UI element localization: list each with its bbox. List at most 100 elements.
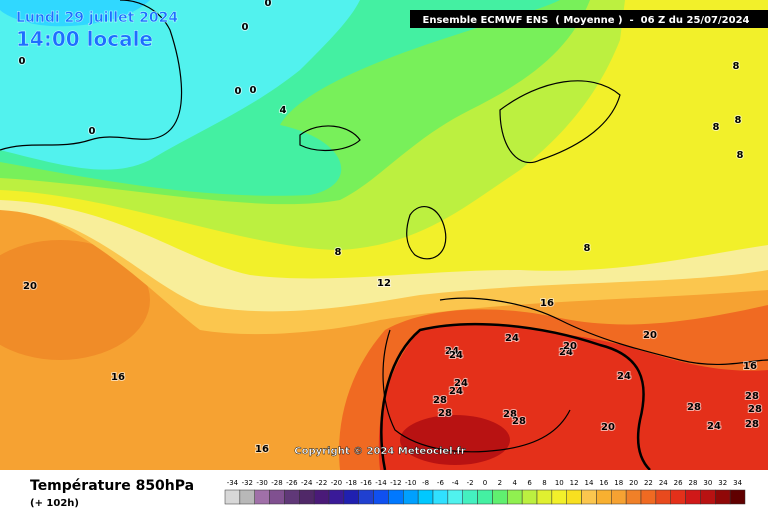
scale-label: -6 — [437, 479, 445, 487]
scale-swatch — [655, 489, 671, 505]
scale-swatch — [715, 489, 731, 505]
contour-label: 24 — [454, 378, 468, 389]
scale-swatch — [700, 489, 716, 505]
scale-swatch — [507, 489, 523, 505]
scale-swatch — [284, 489, 300, 505]
contour-label: 0 — [19, 56, 26, 67]
scale-label: -12 — [390, 479, 401, 487]
scale-swatch — [417, 489, 434, 505]
contour-label: 28 — [745, 419, 759, 430]
coast-britain — [406, 206, 447, 260]
scale-label: 20 — [629, 479, 638, 487]
scale-swatch — [581, 489, 597, 505]
scale-label: 16 — [599, 479, 608, 487]
scale-label: 34 — [733, 479, 742, 487]
scale-swatch — [477, 489, 493, 505]
footer-title: Température 850hPa — [30, 478, 194, 494]
scale-label: 0 — [483, 479, 487, 487]
scale-label: -10 — [405, 479, 416, 487]
scale-label: 2 — [498, 479, 502, 487]
map-time: 14:00 locale — [16, 27, 153, 51]
contour-label: 8 — [733, 61, 740, 72]
scale-swatch — [254, 489, 270, 505]
scale-label: 10 — [555, 479, 564, 487]
scale-label: -26 — [286, 479, 298, 487]
coast-scandinavia — [499, 80, 621, 164]
map-date: Lundi 29 juillet 2024 — [16, 10, 178, 26]
scale-label: -14 — [375, 479, 387, 487]
field-light-blue — [0, 0, 150, 27]
contour-label: 8 — [713, 122, 720, 133]
contour-label: 24 — [559, 347, 573, 358]
scale-label: 24 — [659, 479, 668, 487]
scale-swatch — [313, 489, 330, 505]
contour-label: 0 — [265, 0, 272, 9]
scale-swatch — [462, 489, 478, 505]
contour-label: 4 — [280, 105, 287, 116]
contour-label: 0 — [89, 126, 96, 137]
contour-label: 24 — [505, 333, 519, 344]
contour-label: 8 — [335, 247, 342, 258]
coast-iceland — [299, 125, 361, 151]
contour-label: 0 — [235, 86, 242, 97]
scale-swatch — [373, 489, 389, 505]
scale-label: -22 — [316, 479, 327, 487]
scale-label: 28 — [689, 479, 698, 487]
scale-swatch — [492, 489, 508, 505]
contour-label: 28 — [687, 402, 701, 413]
contour-label: 20 — [563, 341, 577, 352]
scale-swatch — [670, 489, 686, 505]
scale-swatch — [388, 489, 404, 505]
scale-swatch — [536, 489, 553, 505]
scale-swatch — [685, 489, 701, 505]
contour-label: 20 — [601, 422, 615, 433]
field-orange-deep — [0, 240, 150, 360]
contour-label: 28 — [512, 416, 526, 427]
contour-label: 12 — [377, 278, 391, 289]
contour-label: 24 — [445, 346, 459, 357]
scale-swatch — [729, 489, 746, 505]
contour-label: 24 — [707, 421, 721, 432]
coast-iberia — [382, 329, 571, 453]
scale-swatch — [566, 489, 582, 505]
scale-label: 14 — [585, 479, 594, 487]
contour-24 — [380, 322, 651, 471]
scale-label: -30 — [256, 479, 267, 487]
coastlines — [0, 0, 768, 453]
contour-label: 28 — [748, 404, 762, 415]
scale-swatch — [640, 489, 657, 505]
scale-swatch — [432, 489, 449, 505]
contour-label: 24 — [617, 371, 631, 382]
footer-lead: (+ 102h) — [30, 498, 79, 509]
scale-label: -32 — [242, 479, 253, 487]
scale-swatch — [521, 489, 538, 505]
contour-label: 8 — [735, 115, 742, 126]
scale-swatch — [403, 489, 419, 505]
scale-label: -20 — [331, 479, 342, 487]
contour-label: 24 — [449, 386, 463, 397]
contour-label: 28 — [745, 391, 759, 402]
contour-label: 20 — [23, 281, 37, 292]
scale-swatch — [611, 489, 627, 505]
contour-label: 28 — [503, 409, 517, 420]
scale-swatch — [447, 489, 463, 505]
scale-swatch — [343, 489, 359, 505]
contour-label: 16 — [255, 444, 269, 455]
scale-swatch — [596, 489, 612, 505]
scale-label: -28 — [271, 479, 282, 487]
contour-label: 28 — [438, 408, 452, 419]
scale-label: 8 — [542, 479, 546, 487]
field-cyan — [0, 0, 360, 170]
scale-label: -18 — [346, 479, 357, 487]
coast-greenland — [0, 0, 183, 151]
scale-swatch — [239, 489, 255, 505]
scale-label: -2 — [467, 479, 474, 487]
scale-swatch — [551, 489, 567, 505]
contour-label: 28 — [433, 395, 447, 406]
scale-label: -4 — [452, 479, 460, 487]
contour-label: 16 — [743, 361, 757, 372]
scale-swatch — [358, 489, 374, 505]
